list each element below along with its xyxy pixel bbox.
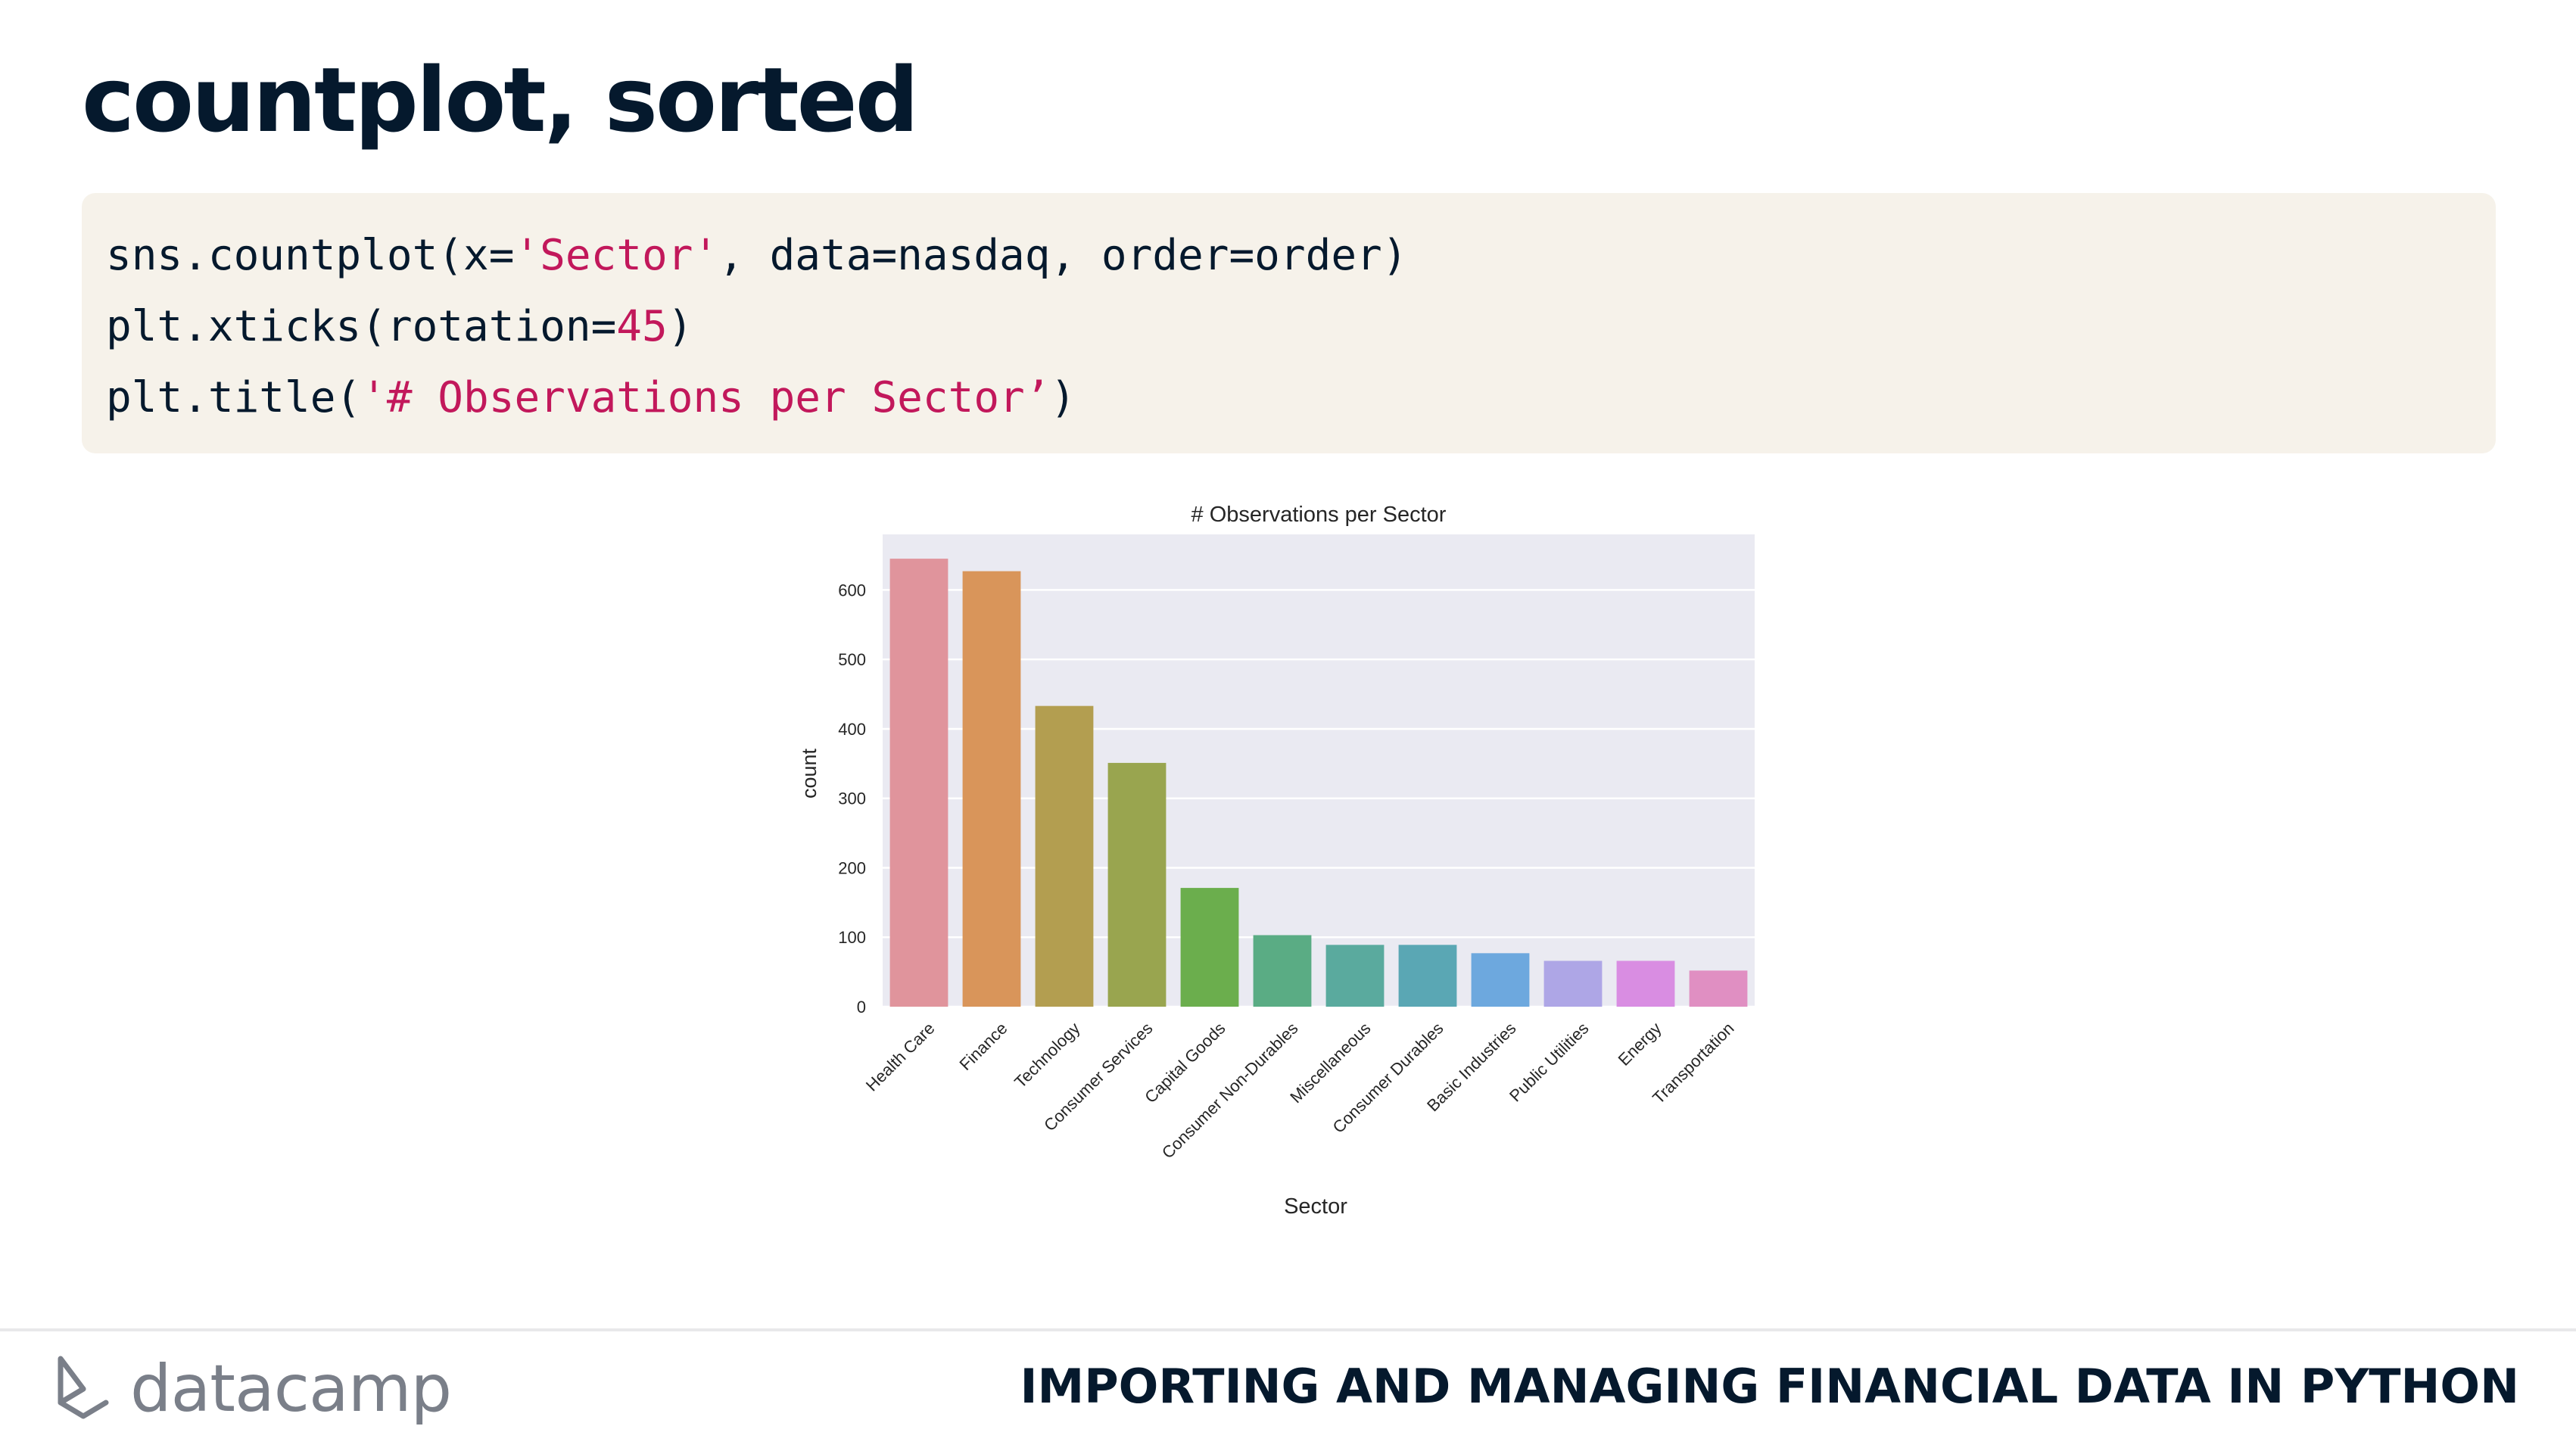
code-line-2: plt.xticks(rotation=45) [106,291,2472,363]
bar [1035,705,1094,1007]
y-tick-label: 400 [838,720,866,739]
brand-name: datacamp [130,1351,452,1427]
code-string-token: '# Observations per Sector’ [361,373,1051,422]
grid-lines [883,589,1755,1008]
code-line-3: plt.title('# Observations per Sector’) [106,363,2472,434]
y-tick-label: 200 [838,858,866,877]
bars [889,559,1748,1007]
x-tick-label: Energy [1615,1019,1665,1070]
x-axis-label: Sector [1284,1194,1347,1219]
bar [1325,945,1385,1007]
y-tick-label: 500 [838,650,866,669]
bar [1107,762,1167,1007]
bar [1616,961,1675,1007]
y-tick-label: 300 [838,789,866,808]
datacamp-logo-icon [58,1356,109,1419]
code-string-token: 'Sector' [514,231,719,280]
code-token: , data=nasdaq, order=order) [718,231,1408,280]
y-tick-label: 0 [857,998,866,1017]
y-axis-label: count [798,748,821,799]
countplot-chart: 0 100 200 300 400 500 600 Health Care Finance Te… [787,492,1786,1241]
y-tick-label: 100 [838,928,866,947]
bar [962,571,1021,1007]
code-token: plt.title( [106,373,362,422]
plot-area [883,534,1755,1007]
bar [1180,888,1239,1007]
bar [1543,961,1603,1007]
chart-title: # Observations per Sector [1191,503,1447,527]
chart-svg: 0 100 200 300 400 500 600 Health Care Finance Te… [798,503,1755,1219]
bar [889,559,948,1007]
footer-divider [0,1328,2576,1331]
x-tick-label: Technology [1011,1019,1083,1091]
code-token: ) [667,302,693,351]
datacamp-logo: datacamp [53,1347,452,1431]
code-token: plt.xticks(rotation= [106,302,617,351]
bar [1689,970,1748,1007]
course-title: IMPORTING AND MANAGING FINANCIAL DATA IN… [1020,1359,2519,1414]
bar [1398,945,1457,1007]
code-token: sns.countplot(x= [106,231,515,280]
code-token: ) [1050,373,1076,422]
slide-title: countplot, sorted [82,48,919,152]
bar [1471,953,1530,1007]
y-tick-labels: 0 100 200 300 400 500 600 [838,581,866,1017]
code-line-1: sns.countplot(x='Sector', data=nasdaq, o… [106,220,2472,291]
x-tick-label: Consumer Non-Durables [1158,1019,1302,1163]
bar [1253,935,1312,1007]
code-block: sns.countplot(x='Sector', data=nasdaq, o… [82,193,2496,453]
x-tick-label: Finance [956,1019,1011,1074]
x-tick-label: Health Care [862,1019,939,1095]
code-number-token: 45 [616,302,668,351]
y-tick-label: 600 [838,581,866,599]
